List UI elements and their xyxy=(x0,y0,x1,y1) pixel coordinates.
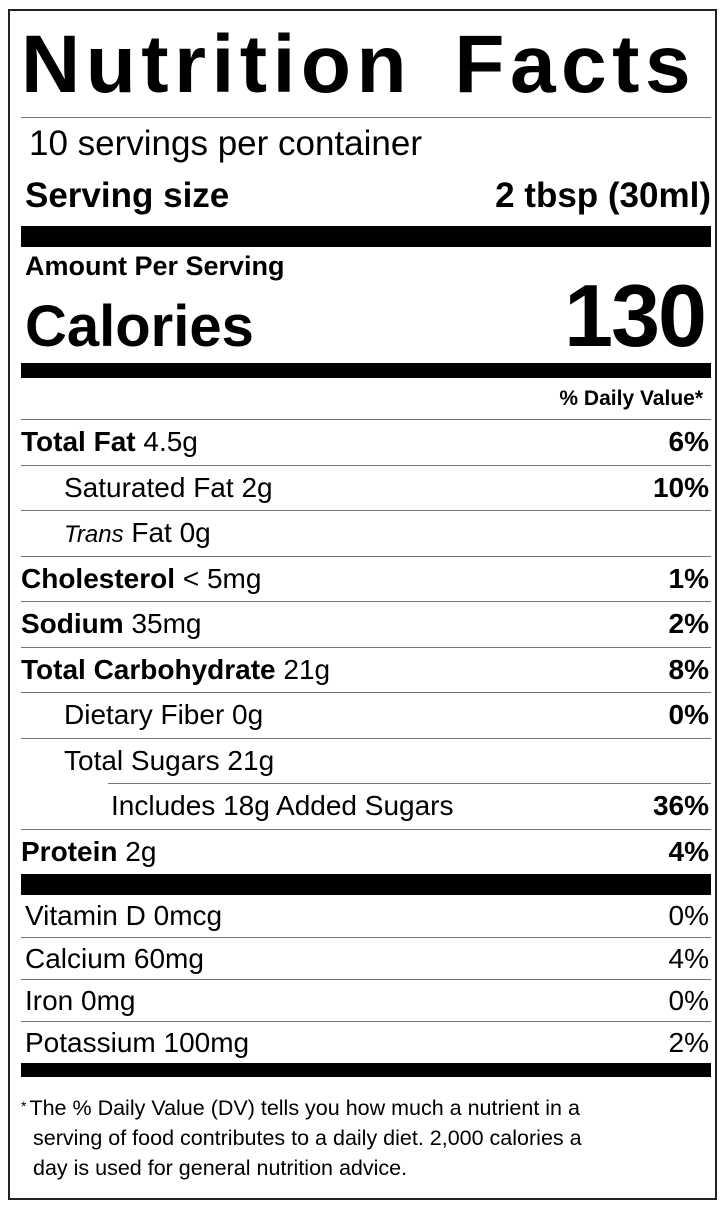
vitamin-row: Iron 0mg 0% xyxy=(21,979,711,1021)
vitamin-dv: 4% xyxy=(668,942,709,974)
nutrient-name: Saturated Fat xyxy=(64,471,234,503)
nutrient-row-sodium: Sodium 35mg 2% xyxy=(21,601,711,647)
nutrient-amount: 0g xyxy=(232,699,264,731)
nutrient-name: Includes 18g Added Sugars xyxy=(111,790,454,822)
nutrient-row-saturated-fat: Saturated Fat 2g 10% xyxy=(21,464,711,511)
nutrient-row-added-sugars: Includes 18g Added Sugars 36% xyxy=(108,783,711,829)
thick-divider xyxy=(21,874,711,895)
serving-size-label: Serving size xyxy=(25,176,230,215)
vitamin-row: Potassium 100mg 2% xyxy=(21,1021,711,1063)
nutrient-row-cholesterol: Cholesterol < 5mg 1% xyxy=(21,555,711,602)
serving-size-value: 2 tbsp (30ml) xyxy=(495,176,711,215)
vitamin-name: Vitamin D 0mcg xyxy=(25,900,223,931)
nutrient-name: Fat xyxy=(131,517,172,549)
vitamin-name: Iron 0mg xyxy=(25,984,136,1016)
nutrient-name: Protein xyxy=(21,835,118,867)
nutrient-dv: 2% xyxy=(668,608,709,640)
nutrient-name: Sodium xyxy=(21,608,124,640)
nutrient-amount: 4.5g xyxy=(143,426,198,458)
nutrient-amount: 2g xyxy=(241,471,273,503)
nutrient-name: Dietary Fiber xyxy=(64,699,225,731)
nutrient-name: Total Carbohydrate xyxy=(21,653,276,685)
footnote-asterisk: * xyxy=(21,1098,27,1114)
calories-label: Calories xyxy=(25,294,254,359)
thick-divider xyxy=(21,1063,711,1077)
nutrient-dv: 10% xyxy=(652,471,709,503)
vitamin-dv: 0% xyxy=(668,984,709,1016)
calories-block: Amount Per Serving Calories 130 xyxy=(21,247,711,365)
vitamin-name: Calcium 60mg xyxy=(25,942,204,974)
footnote-line: serving of food contributes to a daily d… xyxy=(33,1126,582,1150)
nutrient-dv: 6% xyxy=(668,426,709,458)
nutrient-dv: 1% xyxy=(668,562,709,594)
nutrient-dv: 36% xyxy=(652,790,709,822)
thick-divider xyxy=(21,363,711,378)
nutrient-dv: 4% xyxy=(668,835,709,867)
nutrient-name: Total Fat xyxy=(21,426,136,458)
footnote: * The % Daily Value (DV) tells you how mu… xyxy=(21,1077,711,1183)
calories-value: 130 xyxy=(564,266,707,365)
nutrient-amount: 21g xyxy=(227,744,275,776)
amount-per-serving: Amount Per Serving xyxy=(25,251,285,281)
footnote-line: The % Daily Value (DV) tells you how muc… xyxy=(29,1096,580,1120)
nutrient-amount: < 5mg xyxy=(182,562,262,594)
nutrient-amount: 35mg xyxy=(131,608,202,640)
nutrient-name: Cholesterol xyxy=(21,562,176,594)
nutrient-row-trans-fat: Trans Fat 0g xyxy=(21,510,711,556)
divider xyxy=(21,117,711,118)
nutrient-amount: 0g xyxy=(179,517,211,549)
label-title: Nutrition Facts xyxy=(21,19,697,110)
vitamin-name: Potassium 100mg xyxy=(25,1026,250,1058)
nutrient-name: Total Sugars xyxy=(64,744,220,776)
thick-divider xyxy=(21,226,711,247)
servings-per-container: 10 servings per container xyxy=(29,124,422,163)
nutrient-dv: 0% xyxy=(668,699,709,731)
nutrient-dv: 8% xyxy=(668,653,709,685)
serving-size-row: Serving size 2 tbsp (30ml) xyxy=(21,166,711,226)
vitamin-dv: 0% xyxy=(668,900,709,931)
nutrient-amount: 21g xyxy=(283,653,331,685)
nutrient-row-total-sugars: Total Sugars 21g xyxy=(21,737,711,784)
daily-value-header: % Daily Value* xyxy=(559,387,703,410)
vitamin-row: Vitamin D 0mcg 0% xyxy=(21,895,711,937)
nutrient-row-total-carbohydrate: Total Carbohydrate 21g 8% xyxy=(21,646,711,693)
nutrition-facts-label: Nutrition Facts 10 servings per containe… xyxy=(8,9,717,1200)
nutrient-row-total-fat: Total Fat 4.5g 6% xyxy=(21,419,711,465)
vitamin-dv: 2% xyxy=(668,1026,709,1058)
footnote-line: day is used for general nutrition advice… xyxy=(33,1156,408,1180)
nutrient-row-protein: Protein 2g 4% xyxy=(21,828,711,875)
nutrient-name-italic: Trans xyxy=(64,521,124,549)
vitamin-row: Calcium 60mg 4% xyxy=(21,937,711,979)
nutrient-amount: 2g xyxy=(125,835,157,867)
nutrient-row-dietary-fiber: Dietary Fiber 0g 0% xyxy=(21,692,711,738)
